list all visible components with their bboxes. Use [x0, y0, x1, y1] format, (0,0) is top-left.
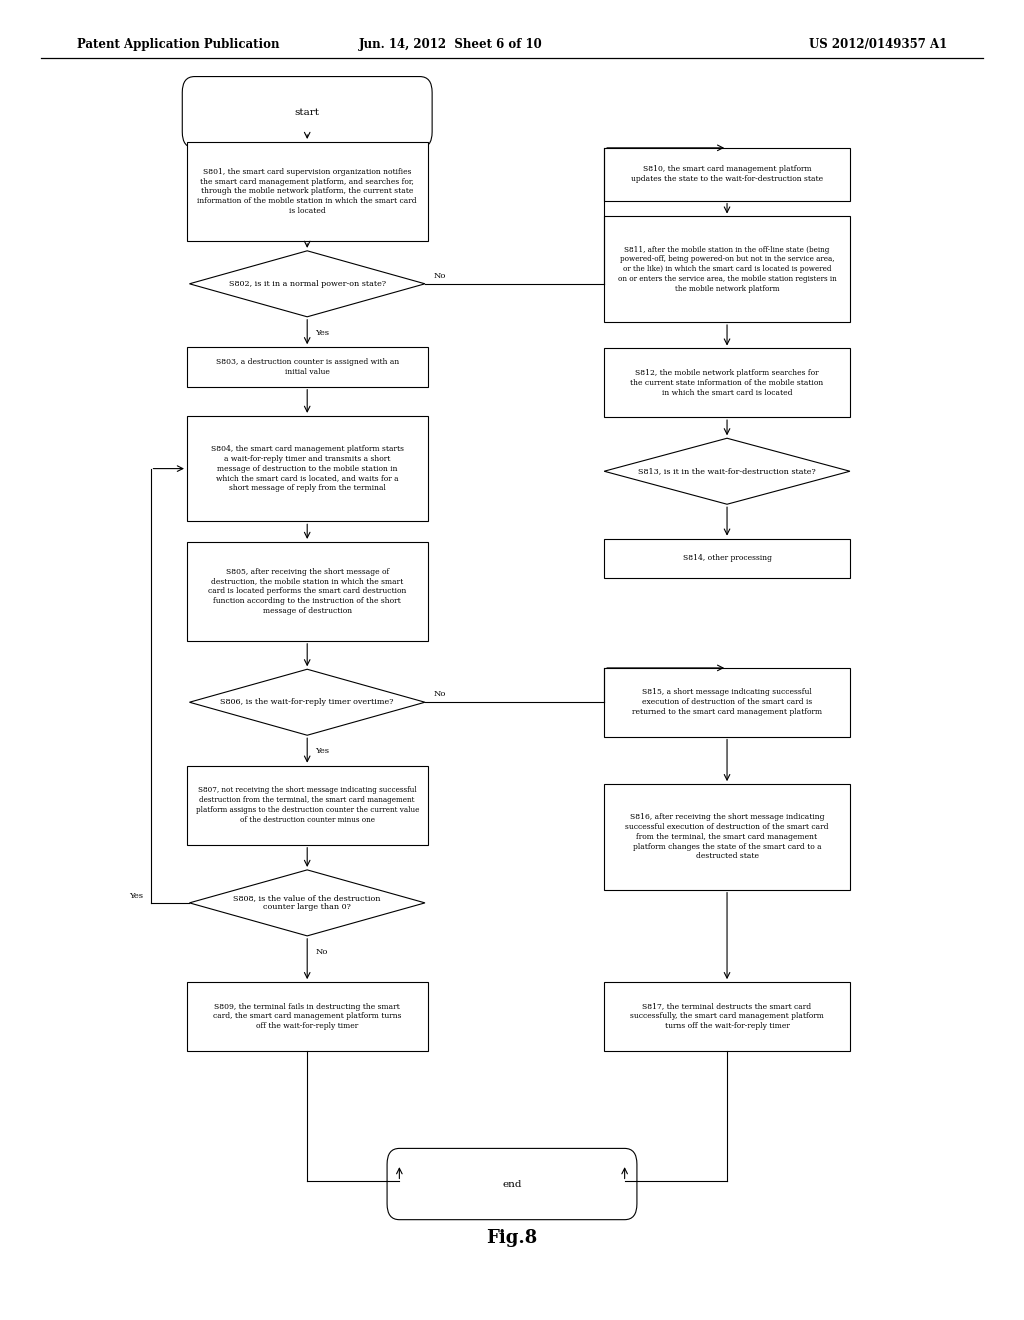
Text: Patent Application Publication: Patent Application Publication [77, 38, 280, 51]
Text: S815, a short message indicating successful
execution of destruction of the smar: S815, a short message indicating success… [632, 689, 822, 715]
Text: S816, after receiving the short message indicating
successful execution of destr: S816, after receiving the short message … [626, 813, 828, 861]
Text: Jun. 14, 2012  Sheet 6 of 10: Jun. 14, 2012 Sheet 6 of 10 [358, 38, 543, 51]
Text: S810, the smart card management platform
updates the state to the wait-for-destr: S810, the smart card management platform… [631, 165, 823, 183]
Bar [186, 347, 428, 387]
Bar [604, 982, 850, 1051]
Text: S806, is the wait-for-reply timer overtime?: S806, is the wait-for-reply timer overti… [220, 698, 394, 706]
Text: S801, the smart card supervision organization notifies
the smart card management: S801, the smart card supervision organiz… [198, 168, 417, 215]
Text: S808, is the value of the destruction
counter large than 0?: S808, is the value of the destruction co… [233, 894, 381, 912]
Text: S805, after receiving the short message of
destruction, the mobile station in wh: S805, after receiving the short message … [208, 568, 407, 615]
Bar [604, 539, 850, 578]
FancyBboxPatch shape [387, 1148, 637, 1220]
Bar [604, 148, 850, 201]
Bar [604, 216, 850, 322]
Polygon shape [189, 669, 425, 735]
Text: US 2012/0149357 A1: US 2012/0149357 A1 [809, 38, 947, 51]
Text: S814, other processing: S814, other processing [683, 554, 771, 562]
Polygon shape [189, 251, 425, 317]
Bar [186, 143, 428, 242]
Text: S812, the mobile network platform searches for
the current state information of : S812, the mobile network platform search… [631, 370, 823, 396]
Text: Fig.8: Fig.8 [486, 1229, 538, 1247]
Text: S807, not receiving the short message indicating successful
destruction from the: S807, not receiving the short message in… [196, 787, 419, 824]
Bar [186, 982, 428, 1051]
Bar [604, 668, 850, 737]
Text: No: No [433, 272, 445, 280]
Polygon shape [604, 438, 850, 504]
Bar [186, 766, 428, 845]
Text: No: No [433, 690, 445, 698]
Text: S802, is it in a normal power-on state?: S802, is it in a normal power-on state? [228, 280, 386, 288]
Text: Yes: Yes [129, 892, 143, 900]
Text: No: No [315, 948, 328, 956]
Text: start: start [295, 108, 319, 116]
Text: S809, the terminal fails in destructing the smart
card, the smart card managemen: S809, the terminal fails in destructing … [213, 1003, 401, 1030]
Text: Yes: Yes [315, 329, 330, 337]
Bar [604, 348, 850, 417]
Bar [186, 416, 428, 521]
Bar [186, 541, 428, 640]
FancyBboxPatch shape [182, 77, 432, 148]
Text: S817, the terminal destructs the smart card
successfully, the smart card managem: S817, the terminal destructs the smart c… [630, 1003, 824, 1030]
Text: S811, after the mobile station in the off-line state (being
powered-off, being p: S811, after the mobile station in the of… [617, 246, 837, 293]
Text: S804, the smart card management platform starts
a wait-for-reply timer and trans: S804, the smart card management platform… [211, 445, 403, 492]
Text: end: end [502, 1180, 522, 1188]
Polygon shape [189, 870, 425, 936]
Text: Yes: Yes [315, 747, 330, 755]
Bar [604, 784, 850, 890]
Text: S813, is it in the wait-for-destruction state?: S813, is it in the wait-for-destruction … [638, 467, 816, 475]
Text: S803, a destruction counter is assigned with an
initial value: S803, a destruction counter is assigned … [216, 358, 398, 376]
